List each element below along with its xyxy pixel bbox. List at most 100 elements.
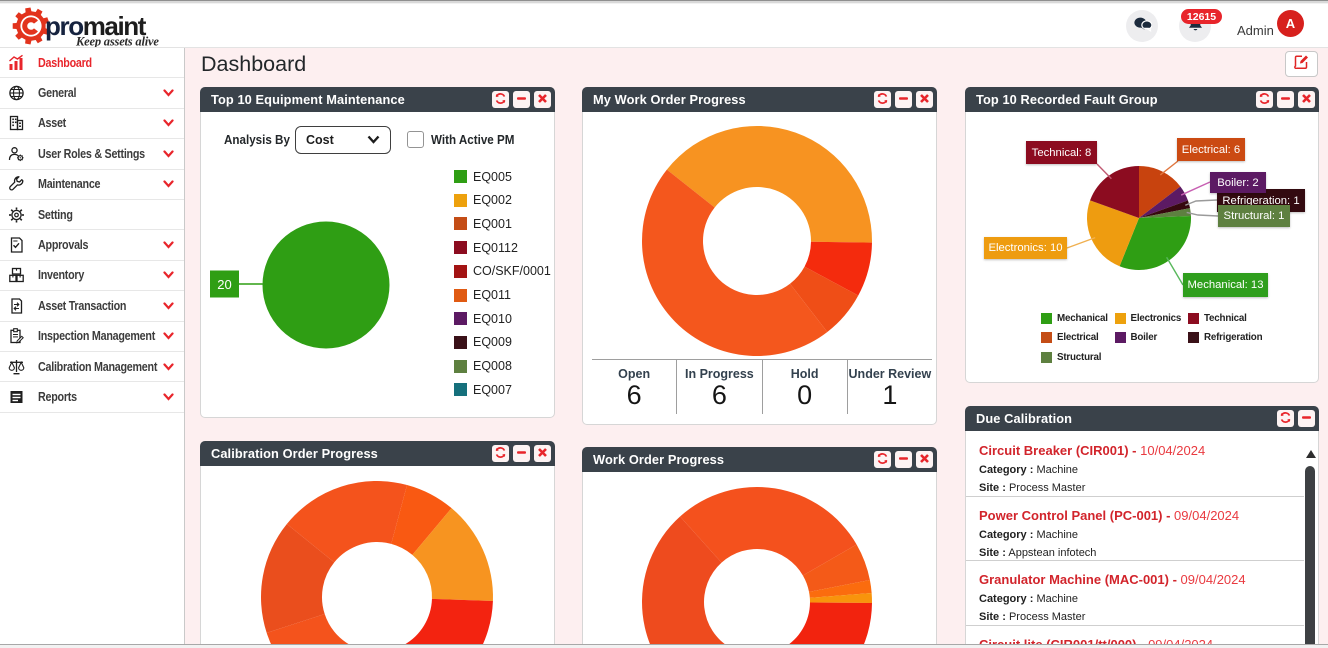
refresh-button[interactable] <box>1277 410 1294 427</box>
close-icon <box>537 445 548 463</box>
site-value: Appstean infotech <box>1008 546 1097 559</box>
page-title: Dashboard <box>201 52 307 76</box>
due-item-title: Power Control Panel (PC-001) - 09/04/202… <box>979 507 1240 523</box>
legend-item: EQ007 <box>454 383 512 397</box>
card-header: Calibration Order Progress <box>200 441 555 466</box>
notification-count-badge[interactable]: 12615 <box>1181 9 1222 24</box>
chevron-down-icon <box>367 131 380 149</box>
user-name[interactable]: Admin <box>1237 23 1274 38</box>
card-my-work-order-progress: My Work Order Progress Open 6 In Progress 6… <box>582 87 937 425</box>
due-item-category: Category : Machine <box>979 464 1304 476</box>
sidebar-item-general[interactable]: General <box>0 78 184 109</box>
scroll-up-arrow-icon[interactable] <box>1306 450 1316 458</box>
close-button[interactable] <box>916 451 933 468</box>
legend-swatch <box>454 241 467 255</box>
category-label: Category : <box>979 464 1034 476</box>
refresh-button[interactable] <box>874 91 891 108</box>
legend-swatch <box>454 170 467 183</box>
due-calibration-item[interactable]: Circuit Breaker (CIR001) - 10/04/2024 Cat… <box>966 432 1304 497</box>
legend-label: EQ001 <box>473 216 512 231</box>
stat-label: In Progress <box>684 367 754 381</box>
minus-icon <box>1301 410 1312 428</box>
sidebar-item-label: Calibration Management <box>38 359 158 374</box>
my-work-order-donut-chart <box>642 125 872 356</box>
sidebar-item-inspection-management[interactable]: Inspection Management <box>0 322 184 352</box>
chevron-down-icon <box>163 180 174 188</box>
user-gear-icon <box>8 145 25 162</box>
sidebar-item-label: User Roles & Settings <box>38 146 145 161</box>
due-calibration-list: Circuit Breaker (CIR001) - 10/04/2024 Cat… <box>966 432 1304 648</box>
with-active-pm-checkbox[interactable] <box>407 131 424 148</box>
close-button[interactable] <box>534 91 551 108</box>
equipment-controls: Analysis By Cost With Active PM <box>201 113 554 168</box>
sidebar-item-user-roles-settings[interactable]: User Roles & Settings <box>0 139 184 170</box>
minimize-button[interactable] <box>513 445 530 462</box>
close-button[interactable] <box>1298 91 1315 108</box>
minimize-button[interactable] <box>513 91 530 108</box>
due-calibration-item[interactable]: Power Control Panel (PC-001) - 09/04/202… <box>966 497 1304 561</box>
legend-label: Technical <box>1204 312 1247 324</box>
minus-icon <box>1280 91 1291 109</box>
sidebar-item-maintenance[interactable]: Maintenance <box>0 170 184 200</box>
legend-swatch <box>454 193 467 207</box>
refresh-button[interactable] <box>492 91 509 108</box>
stat-hold: Hold 0 <box>761 360 847 414</box>
minimize-button[interactable] <box>895 91 912 108</box>
category-value: Machine <box>1036 464 1079 476</box>
callout-electrical: Electrical: 6 <box>1177 138 1245 161</box>
sidebar-item-label: Dashboard <box>38 55 92 70</box>
legend-swatch <box>1188 332 1199 343</box>
legend-item: Electronics <box>1114 312 1181 324</box>
chevron-down-icon <box>163 362 174 371</box>
sidebar-item-asset-transaction[interactable]: Asset Transaction <box>0 291 184 322</box>
pie-data-label: 20 <box>210 270 239 298</box>
promaint-logo[interactable]: promaint Keep assets alive <box>12 5 162 47</box>
brand-tagline: Keep assets alive <box>75 35 159 48</box>
avatar[interactable]: A <box>1277 10 1304 37</box>
sidebar-item-dashboard[interactable]: Dashboard <box>0 48 184 79</box>
window-top-edge <box>0 0 1328 4</box>
due-item-date: 09/04/2024 <box>1180 572 1246 587</box>
scrollbar-thumb[interactable] <box>1305 466 1315 648</box>
sidebar-item-label: Asset <box>38 116 66 131</box>
due-item-date: 09/04/2024 <box>1148 636 1214 648</box>
stat-in-progress: In Progress 6 <box>676 360 761 414</box>
due-calibration-scrollbar[interactable] <box>1304 433 1317 648</box>
minimize-button[interactable] <box>1277 91 1294 108</box>
legend-item: Electrical <box>1041 332 1099 343</box>
due-calibration-item[interactable]: Circuit lite (CIR001/tt/000) - 09/04/202… <box>966 626 1304 648</box>
sidebar-item-setting[interactable]: Setting <box>0 200 184 231</box>
close-icon <box>919 91 930 109</box>
callout-boiler: Boiler: 2 <box>1210 172 1266 193</box>
sidebar-item-inventory[interactable]: Inventory <box>0 261 184 292</box>
edit-dashboard-button[interactable] <box>1285 51 1318 77</box>
analysis-by-select[interactable]: Cost <box>295 126 391 154</box>
due-calibration-item[interactable]: Granulator Machine (MAC-001) - 09/04/202… <box>966 561 1304 626</box>
due-item-site: Site : Process Master <box>979 611 1304 623</box>
legend-swatch <box>454 312 467 326</box>
chevron-down-icon <box>163 302 174 310</box>
sidebar-item-asset[interactable]: Asset <box>0 109 184 140</box>
minimize-button[interactable] <box>1298 410 1315 427</box>
legend-label: EQ002 <box>473 193 512 208</box>
chat-button[interactable] <box>1126 10 1158 42</box>
sidebar-item-calibration-management[interactable]: Calibration Management <box>0 352 184 383</box>
stat-label: Open <box>618 367 651 381</box>
scale-icon <box>8 358 25 375</box>
refresh-button[interactable] <box>1256 91 1273 108</box>
minimize-button[interactable] <box>895 451 912 468</box>
refresh-button[interactable] <box>492 445 509 462</box>
refresh-button[interactable] <box>874 451 891 468</box>
sidebar: Dashboard General Asset User Roles & Settin… <box>0 48 185 644</box>
due-item-date: 10/04/2024 <box>1140 443 1206 458</box>
legend-item: EQ011 <box>454 288 511 302</box>
app-header: promaint Keep assets alive 12615 Admin A <box>0 4 1328 48</box>
sidebar-item-label: General <box>38 86 77 101</box>
sidebar-item-approvals[interactable]: Approvals <box>0 230 184 261</box>
sidebar-item-reports[interactable]: Reports <box>0 382 184 413</box>
close-button[interactable] <box>916 91 933 108</box>
close-button[interactable] <box>534 445 551 462</box>
legend-swatch <box>454 335 467 349</box>
equipment-pie-chart: 20 <box>210 221 390 349</box>
legend-swatch <box>454 359 467 373</box>
